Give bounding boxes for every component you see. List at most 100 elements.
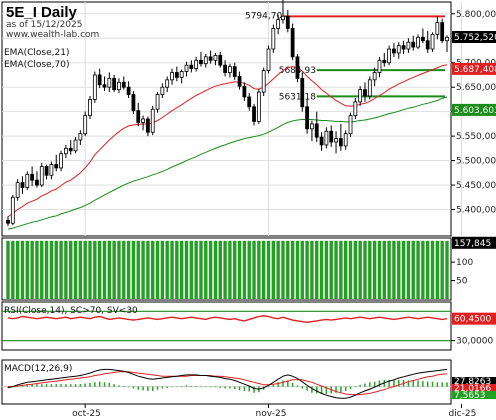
volume-bar (228, 240, 232, 299)
volume-bar (49, 240, 54, 299)
volume-bar (64, 240, 68, 299)
rsi-tick-label: 30,0000 (456, 337, 493, 347)
macd-hist-bar (316, 386, 318, 394)
candle-body (290, 28, 295, 58)
volume-last-label: 157,845 (454, 239, 491, 249)
candle-body (30, 173, 35, 181)
candle-body (15, 182, 20, 198)
volume-bar (126, 240, 131, 299)
volume-bar (387, 240, 391, 299)
volume-bar (257, 240, 261, 299)
candle-body (68, 147, 73, 152)
candle-body (416, 36, 420, 48)
candle-body (208, 56, 213, 61)
period: Daily (41, 4, 78, 21)
candle-body (353, 101, 358, 116)
macd-hist-bar (171, 386, 173, 388)
macd-hist-bar (219, 386, 221, 388)
candle-body (425, 40, 430, 50)
rsi-last-tag: 60,4500 (452, 312, 496, 325)
volume-bar (160, 240, 165, 299)
macd-lines (7, 368, 448, 399)
candle-body (396, 45, 401, 54)
macd-hist-bar (291, 382, 294, 387)
volume-bar (286, 240, 290, 299)
candle-body (420, 36, 425, 42)
pivot-level-label: 5631,18 (279, 92, 316, 102)
candle-body (121, 81, 126, 88)
macd-hist-bar (422, 381, 424, 387)
volume-bar (223, 240, 227, 299)
macd-hist-bar (103, 382, 106, 387)
candle-body (49, 164, 54, 176)
volume-bar (329, 240, 333, 299)
macd-hist-bar (296, 385, 299, 387)
price-tick-label: 5.650,000 (456, 83, 496, 93)
candle-body (358, 89, 363, 103)
volume-bar (131, 240, 136, 299)
volume-bar (237, 240, 242, 299)
candle-body (83, 115, 88, 135)
volume-bar (218, 240, 222, 299)
volume-bar (358, 240, 362, 299)
macd-hist-bar (142, 386, 144, 391)
candle-body (281, 15, 285, 21)
macd-hist-bar (267, 386, 270, 388)
candle-body (150, 108, 155, 133)
macd-hist-bar (320, 386, 323, 394)
candle-body (256, 91, 261, 122)
volume-bar (112, 240, 116, 299)
volume-tick-label: 100 (456, 258, 473, 268)
macd-hist-bar (398, 379, 400, 387)
macd-hist-bar (287, 380, 289, 387)
macd-hist-bar (205, 386, 207, 388)
macd-hist-bar (41, 384, 43, 387)
candle-body (203, 56, 208, 65)
macd-hist-bar (412, 380, 414, 387)
candle-body (324, 130, 329, 146)
macd-hist-bar (84, 383, 86, 387)
price-tick-label: 5.550,000 (456, 132, 496, 142)
volume-bar (324, 240, 329, 299)
volume-bar (397, 240, 401, 299)
macd-hist-bar (176, 386, 178, 388)
price-tick-label: 5.400,000 (456, 206, 496, 216)
volume-bar (421, 240, 425, 299)
volume-bar (363, 240, 367, 299)
as-of-date: as of 15/12/2025 (6, 20, 82, 30)
site-url: www.wealth-lab.com (6, 30, 99, 40)
volume-axis: 50 100 (451, 258, 473, 287)
macd-hist-bar (364, 383, 366, 387)
volume-bar (97, 240, 102, 299)
volume-bar (281, 240, 285, 299)
macd-hist-bar (60, 384, 62, 387)
volume-bar (122, 240, 126, 299)
macd-last-box (452, 377, 496, 385)
macd-hist-bar (180, 386, 183, 387)
candle-body (406, 41, 411, 50)
last-value-tags: 5.752,520 5.687,408 5.603,603 (452, 31, 496, 116)
macd-last-label: 7,5653 (454, 391, 486, 401)
candle-body (88, 99, 92, 116)
volume-bar (102, 240, 107, 299)
candle-body (232, 66, 237, 77)
macd-hist-bar (417, 380, 419, 387)
macd-hist-bar (36, 384, 38, 387)
macd-hist-bar (277, 382, 279, 387)
last-value-label: 5.752,520 (454, 33, 496, 43)
candle-body (271, 28, 276, 50)
macd-hist-bar (123, 386, 125, 387)
volume-bar (295, 240, 300, 299)
macd-hist-bar (340, 386, 342, 393)
rsi-axis: 30,0000 (451, 337, 493, 347)
macd-hist-bar (45, 384, 48, 387)
macd-hist-bar (195, 386, 197, 387)
candle-body (54, 164, 59, 169)
macd-hist-bar (282, 380, 284, 387)
macd-hist-bar (359, 384, 361, 387)
macd-hist-bar (446, 382, 448, 387)
volume-bar (276, 240, 280, 299)
candle-body (44, 166, 49, 176)
candle-body (285, 15, 290, 29)
